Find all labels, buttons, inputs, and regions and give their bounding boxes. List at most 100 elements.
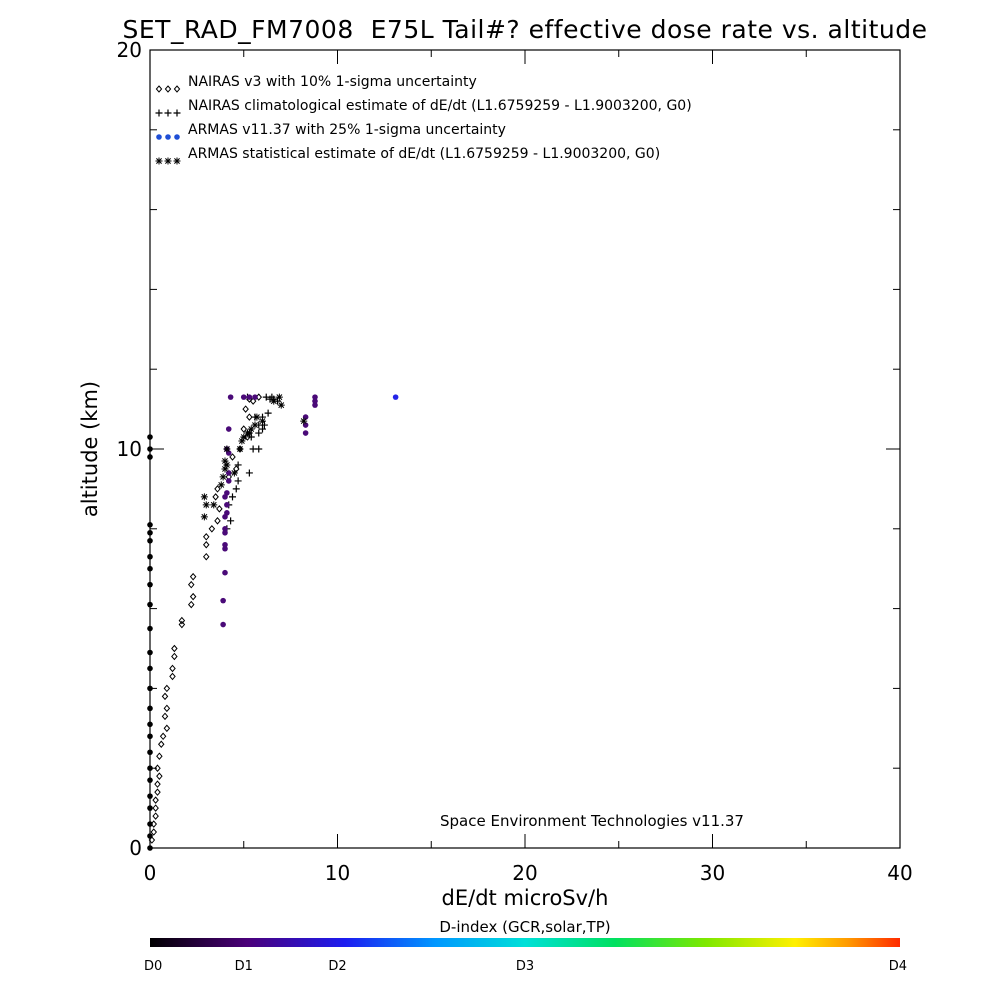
colorbar-label: D0 [144,959,162,974]
colorbar-labels: D0 D1 D2 D3 D4 [144,959,907,974]
data-point [222,569,228,576]
data-point [247,425,255,433]
y-tick-label: 10 [117,437,142,461]
data-point [312,398,318,404]
y-axis-label: altitude (km) [78,381,102,517]
data-point [150,828,158,836]
data-point [157,740,165,749]
legend-marker [156,134,162,140]
data-point [270,397,278,405]
y-tick-label: 0 [129,836,142,860]
data-point [147,454,153,460]
data-point [189,592,197,601]
x-tick-label: 0 [144,861,157,885]
data-point [161,712,169,721]
data-point [147,777,153,783]
data-point [214,517,221,525]
data-point [222,529,228,536]
data-point [147,522,153,528]
data-point [147,793,153,799]
data-point [259,417,266,425]
data-point [227,394,234,400]
data-point [147,845,153,851]
legend-marker [173,85,181,93]
data-point [147,805,153,811]
colorbar-label: D1 [235,959,253,974]
data-point [161,692,169,701]
data-point [147,821,153,827]
data-point [189,572,197,581]
legend-marker [173,109,181,117]
data-point [200,493,208,501]
data-point [147,685,153,692]
data-point [202,552,210,561]
data-point [236,445,244,453]
data-point [202,501,210,509]
data-point [222,545,228,552]
data-point [147,733,153,740]
data-point [147,446,153,452]
data-point [147,705,153,712]
data-point [220,597,226,604]
data-point [156,772,163,780]
legend-label: NAIRAS climatological estimate of dE/dt … [188,98,692,114]
data-point [259,425,266,433]
series-4 [200,393,308,521]
data-point [240,433,248,441]
data-point [246,413,253,421]
data-point [147,529,153,536]
data-point [234,461,242,469]
legend-label: NAIRAS v3 with 10% 1-sigma uncertainty [188,74,477,90]
data-point [232,485,240,493]
data-point [225,426,232,432]
legend-label: ARMAS v11.37 with 25% 1-sigma uncertaint… [188,122,506,138]
data-point [255,429,263,437]
data-point [169,672,176,681]
data-point [147,601,153,608]
data-point [240,425,248,433]
x-tick-label: 30 [700,861,725,885]
data-point [217,481,225,489]
data-point [147,625,153,632]
data-point [242,405,249,413]
data-point [147,581,153,588]
data-point [224,490,230,496]
data-point [147,721,153,728]
data-point [202,540,210,549]
data-point [169,664,176,673]
legend-marker [155,85,163,93]
colorbar [150,938,900,947]
data-point [147,749,153,756]
data-point [246,394,253,400]
x-axis-label: dE/dt microSv/h [442,886,609,910]
legend: NAIRAS v3 with 10% 1-sigma uncertainty NA… [155,74,692,165]
legend-marker [173,157,181,165]
legend-marker [155,157,163,165]
data-point [148,836,156,844]
data-point [152,804,159,812]
data-point [312,402,318,408]
data-point [216,505,223,513]
data-point [212,493,219,501]
data-point [223,461,231,469]
data-point [245,429,253,437]
legend-label: ARMAS statistical estimate of dE/dt (L1.… [188,146,660,162]
data-point [147,765,153,771]
data-point [147,565,153,572]
data-point [277,401,285,409]
data-point [224,502,230,508]
data-point [178,620,186,629]
data-point [238,437,246,445]
data-point [147,434,153,440]
data-point [208,525,216,533]
colorbar-label: D2 [328,959,346,974]
legend-marker [164,109,172,117]
data-point [152,796,159,804]
data-point [229,493,236,501]
data-point [225,478,232,484]
x-tick-label: 40 [887,861,912,885]
data-point [222,526,228,532]
data-point [178,616,186,625]
data-point [227,517,235,525]
plot-frame [149,49,901,849]
